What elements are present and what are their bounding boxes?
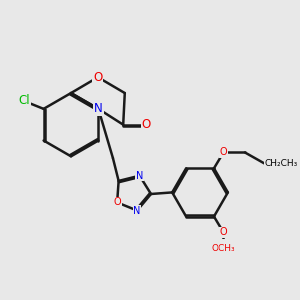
Text: O: O	[93, 71, 103, 84]
Text: N: N	[136, 171, 143, 181]
Text: CH₂CH₃: CH₂CH₃	[265, 159, 298, 168]
Text: O: O	[220, 148, 227, 158]
Text: O: O	[141, 118, 151, 131]
Text: OCH₃: OCH₃	[212, 244, 235, 253]
Text: Cl: Cl	[18, 94, 30, 107]
Text: O: O	[220, 227, 227, 237]
Text: O: O	[113, 197, 121, 207]
Text: N: N	[94, 102, 103, 116]
Text: N: N	[134, 206, 141, 215]
